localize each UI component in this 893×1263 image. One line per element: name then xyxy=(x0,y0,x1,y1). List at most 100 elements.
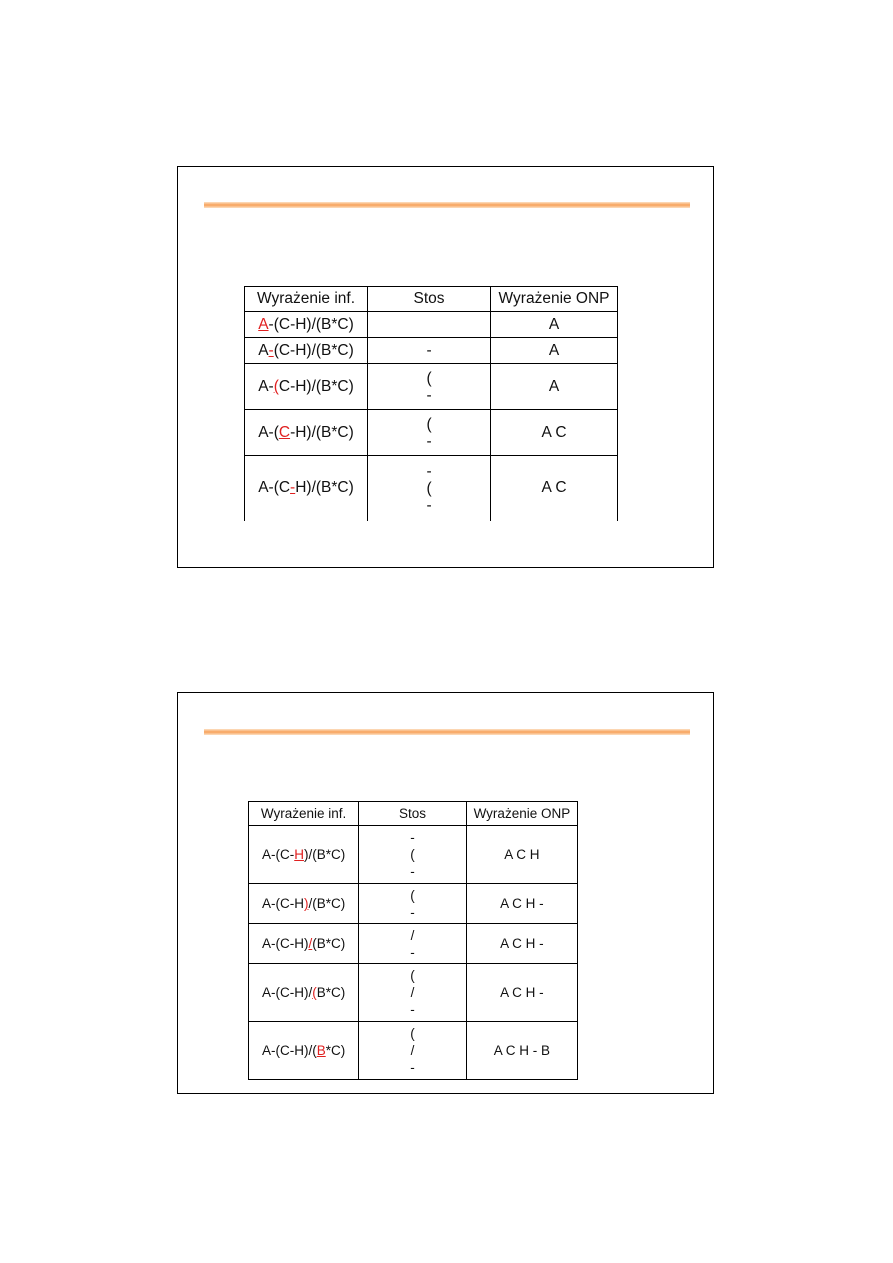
expr-post: *C) xyxy=(325,1043,346,1058)
onp-expression: A C H - xyxy=(465,923,579,964)
slide-title-bar xyxy=(204,729,690,735)
infix-expression: A-(C-H)/(B*C) xyxy=(247,1021,360,1080)
infix-expression: A-(C-H)/(B*C) xyxy=(244,311,368,338)
infix-expression: A-(C-H)/(B*C) xyxy=(247,963,360,1022)
expr-post: H)/(B*C) xyxy=(295,479,354,497)
stack-item: - xyxy=(426,432,432,450)
expr-post: B*C) xyxy=(316,985,346,1000)
column-header: Stos xyxy=(358,801,467,826)
current-token: / xyxy=(308,936,313,951)
table-row: A-(C-H)/(B*C)(- A C H - xyxy=(247,883,579,924)
slide-2: Wyrażenie inf. Stos Wyrażenie ONP A-(C-H)/(… xyxy=(177,692,714,1094)
header-row: Wyrażenie inf. Stos Wyrażenie ONP xyxy=(247,801,579,826)
expr-post: -(C-H)/(B*C) xyxy=(268,315,354,333)
infix-expression: A-(C-H)/(B*C) xyxy=(244,337,368,364)
column-header: Wyrażenie inf. xyxy=(244,286,368,312)
header-row: Wyrażenie inf. Stos Wyrażenie ONP xyxy=(244,286,618,312)
expr-pre: A-(C-H)/( xyxy=(261,1043,317,1058)
onp-expression: A xyxy=(490,311,618,338)
infix-expression: A-(C-H)/(B*C) xyxy=(247,923,360,964)
slide-title-bar xyxy=(204,202,690,208)
current-token: H xyxy=(294,847,304,862)
stack-cell: (- xyxy=(366,409,492,456)
expr-post: (C-H)/(B*C) xyxy=(273,341,354,359)
onp-expression: A xyxy=(490,363,618,410)
stack-cell: (/ - xyxy=(358,963,467,1022)
stack-item: - xyxy=(410,944,415,960)
current-token: - xyxy=(290,479,296,497)
infix-expression: A-(C-H)/(B*C) xyxy=(244,455,368,521)
stack-item: ( xyxy=(426,369,432,387)
expr-pre: A-( xyxy=(258,423,279,441)
current-token: ( xyxy=(312,985,317,1000)
infix-expression: A-(C-H)/(B*C) xyxy=(247,825,360,884)
stack-item: ( xyxy=(426,415,432,433)
stack-cell: / - xyxy=(358,923,467,964)
expr-pre: A-(C-H) xyxy=(261,936,309,951)
stack-item: - xyxy=(410,904,415,920)
infix-expression: A-(C-H)/(B*C) xyxy=(244,363,368,410)
stack-cell: -(- xyxy=(366,455,492,521)
onp-expression: A C H - B xyxy=(465,1021,579,1080)
onp-expression: A C H xyxy=(465,825,579,884)
table-row: A-(C-H)/(B*C) A xyxy=(244,311,618,338)
stack-item: / xyxy=(410,1043,415,1058)
expr-pre: A-(C xyxy=(258,479,291,497)
expr-pre: A-(C-H xyxy=(261,896,304,911)
stack-item: - xyxy=(410,864,415,879)
stack-item: ( xyxy=(410,887,415,903)
stack-item: - xyxy=(426,342,432,359)
stack-item: / xyxy=(410,927,415,943)
table-row: A-(C-H)/(B*C) - ( - A C H xyxy=(247,825,579,884)
table-row: A-(C-H)/(B*C)(/ - A C H - xyxy=(247,963,579,1022)
current-token: ) xyxy=(303,896,309,911)
current-token: C xyxy=(278,423,291,441)
table-row: A-(C-H)/(B*C) -(- A C xyxy=(244,455,618,521)
stack-item: ( xyxy=(410,968,415,983)
expr-pre: A-(C- xyxy=(261,847,295,862)
column-header: Wyrażenie inf. xyxy=(247,801,360,826)
stack-item: - xyxy=(410,1060,415,1075)
conversion-table-2: Wyrażenie inf. Stos Wyrażenie ONP A-(C-H)/(… xyxy=(247,801,579,1080)
expr-post: )/(B*C) xyxy=(303,847,346,862)
stack-item: - xyxy=(410,830,415,845)
stack-cell: - xyxy=(366,337,492,364)
column-header: Wyrażenie ONP xyxy=(490,286,618,312)
expr-post: C-H)/(B*C) xyxy=(278,377,354,395)
table-row: A-(C-H)/(B*C) / - A C H - xyxy=(247,923,579,964)
expr-pre: A xyxy=(258,341,269,359)
expr-pre: A- xyxy=(258,377,274,395)
expr-post: (B*C) xyxy=(312,936,346,951)
current-token: ( xyxy=(273,377,279,395)
stack-cell: (- xyxy=(366,363,492,410)
stack-item: - xyxy=(426,496,432,514)
expr-post: /(B*C) xyxy=(308,896,346,911)
expr-post: -H)/(B*C) xyxy=(290,423,354,441)
infix-expression: A-(C-H)/(B*C) xyxy=(247,883,360,924)
table-row: A-(C-H)/(B*C)(- A C xyxy=(244,409,618,456)
stack-cell: (- xyxy=(358,883,467,924)
stack-item: - xyxy=(426,462,432,480)
onp-expression: A C H - xyxy=(465,963,579,1022)
stack-item: ( xyxy=(410,847,415,862)
stack-item: - xyxy=(426,386,432,404)
stack-item: ( xyxy=(410,1026,415,1041)
stack-cell: - ( - xyxy=(358,825,467,884)
column-header: Stos xyxy=(366,286,492,312)
column-header: Wyrażenie ONP xyxy=(465,801,579,826)
current-token: B xyxy=(316,1043,326,1058)
conversion-table-1: Wyrażenie inf. Stos Wyrażenie ONP A-(C-H)/(… xyxy=(244,286,618,521)
infix-expression: A-(C-H)/(B*C) xyxy=(244,409,368,456)
expr-pre: A-(C-H)/ xyxy=(261,985,313,1000)
current-token: A xyxy=(258,315,269,333)
table-row: A-(C-H)/(B*C)(- A xyxy=(244,363,618,410)
table-row: A-(C-H)/(B*C) - A xyxy=(244,337,618,364)
stack-item: - xyxy=(410,1002,415,1017)
onp-expression: A C xyxy=(490,455,618,521)
stack-cell xyxy=(366,311,492,338)
onp-expression: A C xyxy=(490,409,618,456)
stack-cell: ( / - xyxy=(358,1021,467,1080)
stack-item: ( xyxy=(426,479,432,497)
current-token: - xyxy=(268,341,274,359)
slide-1: Wyrażenie inf. Stos Wyrażenie ONP A-(C-H)/(… xyxy=(177,166,714,568)
